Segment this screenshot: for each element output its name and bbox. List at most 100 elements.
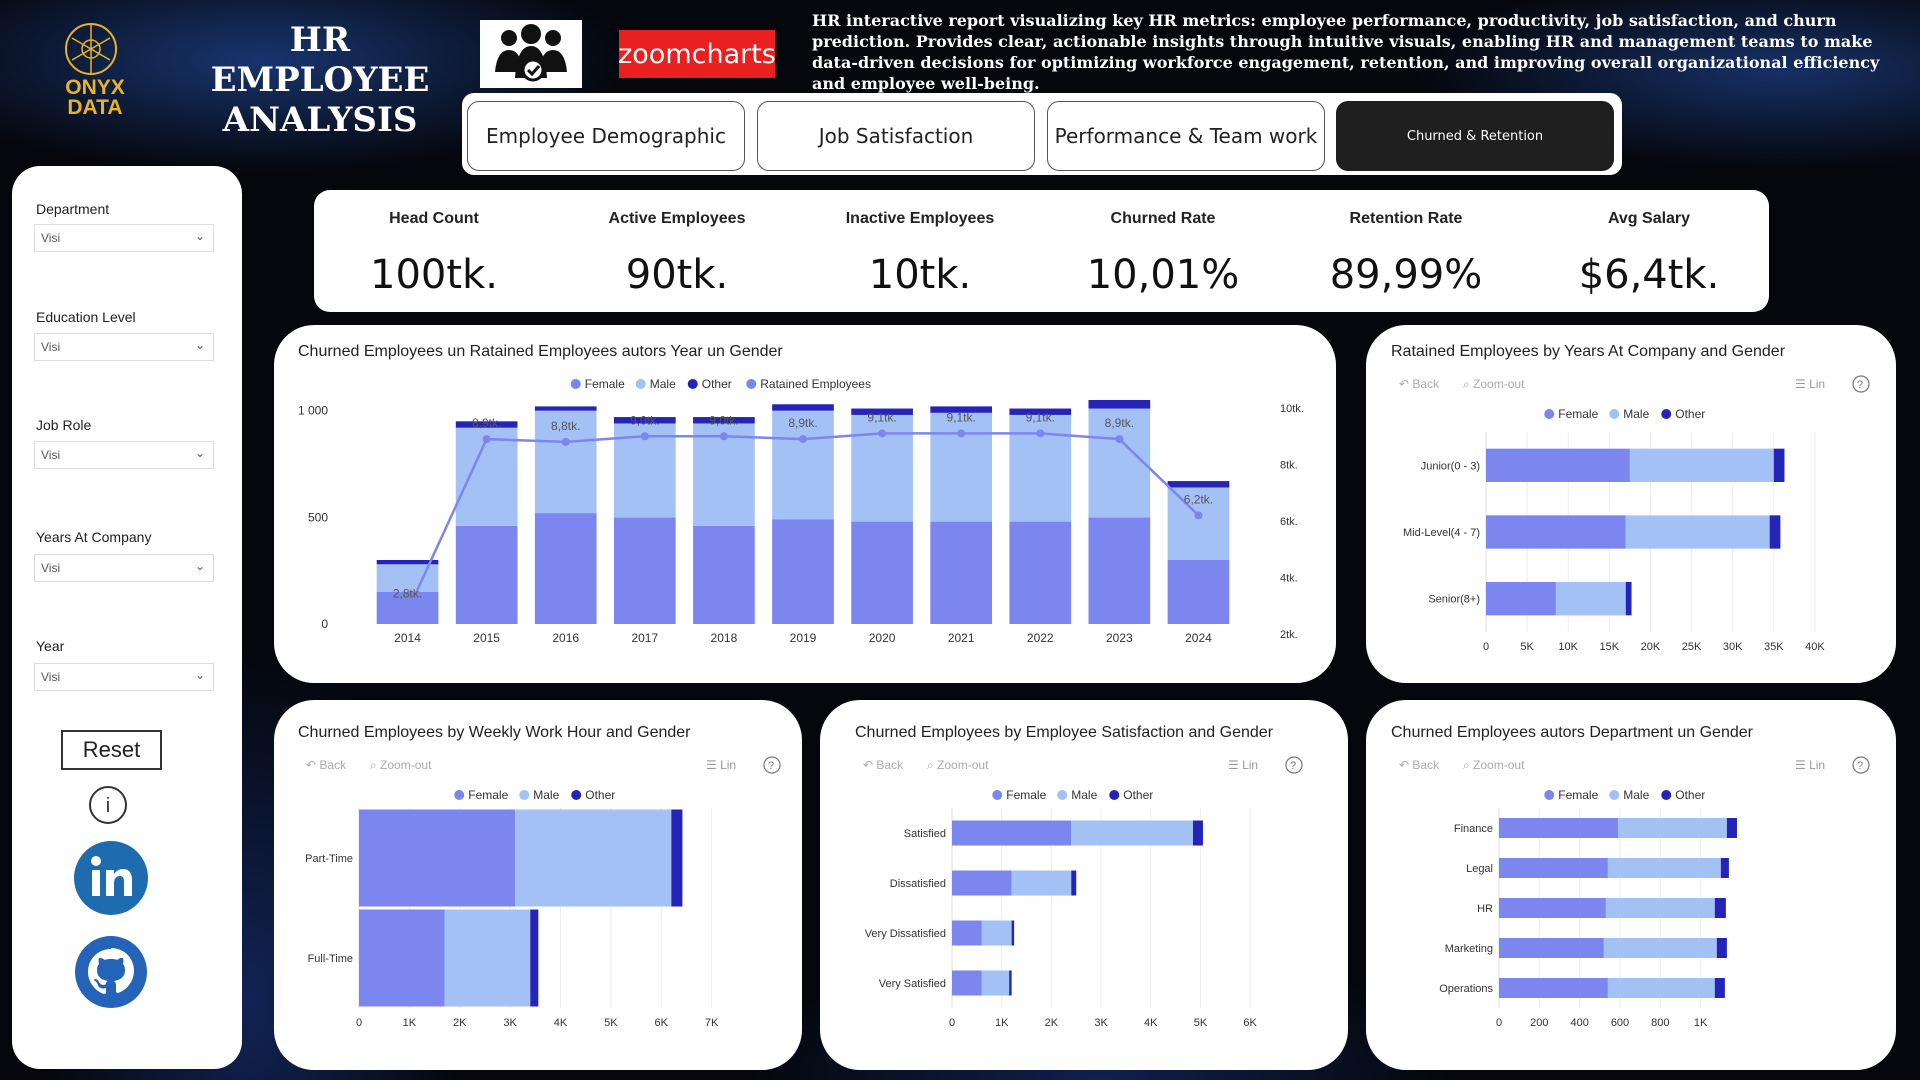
bar-male-marketing[interactable]	[1603, 938, 1717, 958]
retained-point[interactable]	[640, 432, 649, 441]
education-level-select[interactable]: Visi ⌄	[34, 333, 214, 361]
year-select[interactable]: Visi ⌄	[34, 663, 214, 691]
zoom-out-button[interactable]: ⌕ Zoom-out	[1463, 758, 1525, 772]
bar-other-mid-level-4-7-[interactable]	[1769, 515, 1781, 549]
bar-other-2016[interactable]	[534, 406, 597, 411]
bar-female-part-time[interactable]	[359, 809, 516, 907]
bar-other-satisfied[interactable]	[1193, 820, 1203, 846]
bar-male-part-time[interactable]	[515, 809, 672, 907]
back-button[interactable]: ↶ Back	[306, 758, 347, 772]
bar-male-junior-0-3-[interactable]	[1629, 448, 1774, 482]
bar-other-finance[interactable]	[1726, 818, 1737, 838]
bar-female-2017[interactable]	[613, 517, 676, 624]
bar-other-hr[interactable]	[1714, 898, 1726, 918]
retained-point[interactable]	[1194, 511, 1203, 520]
bar-other-legal[interactable]	[1720, 858, 1729, 878]
retained-point[interactable]	[403, 607, 412, 616]
help-icon[interactable]	[763, 756, 781, 774]
bar-male-2018[interactable]	[693, 423, 755, 526]
bar-female-2021[interactable]	[930, 521, 993, 624]
bar-male-2023[interactable]	[1088, 408, 1151, 518]
bar-female-2018[interactable]	[693, 525, 755, 624]
bar-female-2024[interactable]	[1167, 560, 1230, 624]
tab-performance-teamwork[interactable]: Performance & Team work	[1047, 101, 1325, 171]
bar-female-full-time[interactable]	[359, 909, 445, 1007]
retained-point[interactable]	[719, 432, 728, 441]
tab-churned-retention[interactable]: Churned & Retention	[1336, 101, 1614, 171]
help-icon[interactable]	[1285, 756, 1303, 774]
bar-female-legal[interactable]	[1499, 858, 1608, 878]
lin-button[interactable]: ☰ Lin	[1795, 377, 1825, 391]
bar-male-very-dissatisfied[interactable]	[981, 920, 1012, 946]
bar-other-2023[interactable]	[1088, 400, 1151, 409]
bar-female-operations[interactable]	[1499, 978, 1608, 998]
bar-female-2023[interactable]	[1088, 517, 1151, 624]
bar-male-full-time[interactable]	[444, 909, 531, 1007]
bar-male-2015[interactable]	[455, 427, 518, 526]
bar-male-2016[interactable]	[534, 410, 597, 514]
bar-female-satisfied[interactable]	[952, 820, 1072, 846]
bar-other-2017[interactable]	[613, 417, 676, 424]
info-icon[interactable]: i	[88, 785, 128, 825]
retained-point[interactable]	[561, 437, 570, 446]
years-at-company-select[interactable]: Visi ⌄	[34, 554, 214, 582]
department-select[interactable]: Visi ⌄	[34, 224, 214, 252]
bar-other-very-dissatisfied[interactable]	[1011, 920, 1015, 946]
reset-button[interactable]: Reset	[61, 730, 162, 770]
back-button[interactable]: ↶ Back	[1399, 758, 1440, 772]
bar-other-2021[interactable]	[930, 406, 993, 413]
bar-other-junior-0-3-[interactable]	[1773, 448, 1785, 482]
bar-female-2016[interactable]	[534, 513, 597, 624]
lin-button[interactable]: ☰ Lin	[706, 758, 736, 772]
lin-button[interactable]: ☰ Lin	[1228, 758, 1258, 772]
lin-button[interactable]: ☰ Lin	[1795, 758, 1825, 772]
bar-female-mid-level-4-7-[interactable]	[1486, 515, 1626, 549]
bar-male-2024[interactable]	[1167, 487, 1230, 560]
bar-female-dissatisfied[interactable]	[952, 870, 1012, 896]
back-button[interactable]: ↶ Back	[863, 758, 904, 772]
bar-male-satisfied[interactable]	[1071, 820, 1194, 846]
bar-other-very-satisfied[interactable]	[1009, 970, 1012, 996]
retained-point[interactable]	[878, 429, 887, 438]
bar-other-part-time[interactable]	[671, 809, 683, 907]
bar-other-2024[interactable]	[1167, 481, 1230, 488]
zoom-out-button[interactable]: ⌕ Zoom-out	[370, 758, 432, 772]
bar-male-operations[interactable]	[1607, 978, 1715, 998]
bar-other-2020[interactable]	[851, 408, 913, 415]
bar-other-dissatisfied[interactable]	[1071, 870, 1077, 896]
github-icon[interactable]	[74, 935, 148, 1009]
bar-female-finance[interactable]	[1499, 818, 1618, 838]
bar-female-very-dissatisfied[interactable]	[952, 920, 982, 946]
bar-other-2019[interactable]	[772, 404, 834, 411]
retained-point[interactable]	[1036, 429, 1045, 438]
bar-other-2018[interactable]	[693, 417, 755, 424]
bar-male-hr[interactable]	[1605, 898, 1715, 918]
bar-other-2015[interactable]	[455, 421, 518, 428]
bar-male-legal[interactable]	[1607, 858, 1721, 878]
bar-female-hr[interactable]	[1499, 898, 1606, 918]
retained-point[interactable]	[957, 429, 966, 438]
back-button[interactable]: ↶ Back	[1399, 377, 1440, 391]
zoom-out-button[interactable]: ⌕ Zoom-out	[927, 758, 989, 772]
bar-female-marketing[interactable]	[1499, 938, 1604, 958]
bar-other-senior-8-[interactable]	[1625, 582, 1632, 616]
bar-female-2019[interactable]	[772, 519, 834, 624]
bar-male-dissatisfied[interactable]	[1011, 870, 1072, 896]
retained-point[interactable]	[799, 435, 807, 444]
bar-other-operations[interactable]	[1714, 978, 1725, 998]
bar-female-2015[interactable]	[455, 525, 518, 624]
bar-other-2014[interactable]	[376, 560, 439, 565]
bar-male-senior-8-[interactable]	[1555, 582, 1626, 616]
bar-other-2022[interactable]	[1009, 408, 1072, 415]
bar-female-senior-8-[interactable]	[1486, 582, 1556, 616]
help-icon[interactable]	[1852, 375, 1870, 393]
bar-male-mid-level-4-7-[interactable]	[1625, 515, 1770, 549]
bar-other-full-time[interactable]	[530, 909, 539, 1007]
bar-other-marketing[interactable]	[1716, 938, 1727, 958]
retained-point[interactable]	[1115, 435, 1124, 444]
job-role-select[interactable]: Visi ⌄	[34, 441, 214, 469]
bar-female-junior-0-3-[interactable]	[1486, 448, 1630, 482]
bar-female-very-satisfied[interactable]	[952, 970, 982, 996]
bar-female-2020[interactable]	[851, 521, 913, 624]
tab-employee-demographic[interactable]: Employee Demographic	[467, 101, 745, 171]
